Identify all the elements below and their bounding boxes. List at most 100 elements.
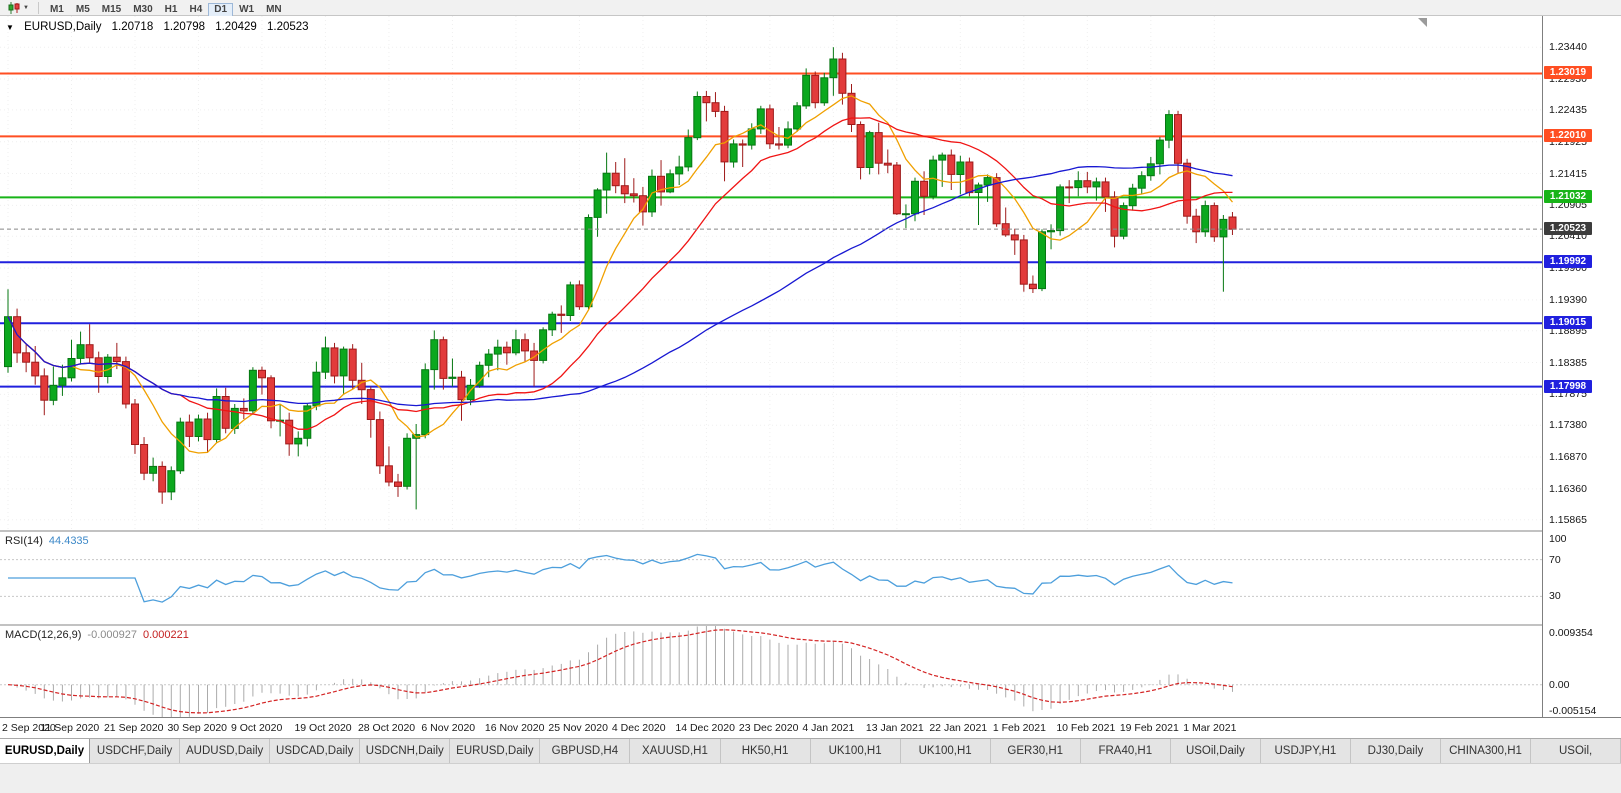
- time-axis-label: 2 Sep 2020: [2, 722, 56, 734]
- timeframe-button-w1[interactable]: W1: [233, 3, 260, 17]
- rsi-name: RSI(14): [5, 535, 43, 547]
- price-badge: 1.19015: [1544, 316, 1592, 330]
- time-axis-label: 19 Feb 2021: [1119, 722, 1179, 734]
- toolbar-separator: [37, 1, 39, 14]
- price-badge: 1.21032: [1544, 190, 1592, 204]
- time-axis-label: 11 Sep 2020: [40, 722, 100, 734]
- chart-tab-china300-h1[interactable]: CHINA300,H1: [1441, 739, 1532, 763]
- timeframe-button-h4[interactable]: H4: [183, 3, 208, 17]
- candlestick-chart-icon: [8, 1, 20, 14]
- timeframe-toolbar: ▼ M1 M5 M15 M30 H1 H4 D1 W1 MN: [0, 0, 1621, 17]
- price-badge: 1.22010: [1544, 129, 1592, 143]
- price-badge: 1.19992: [1544, 255, 1592, 269]
- panel-divider-macd[interactable]: [0, 624, 1621, 626]
- ma-line-55: [7, 164, 1233, 407]
- macd-signal-value: 0.000221: [142, 629, 189, 641]
- timeframe-button-mn[interactable]: MN: [260, 3, 288, 17]
- price-axis-label: 1.15865: [1549, 513, 1587, 526]
- time-axis-label: 10 Feb 2021: [1056, 722, 1116, 734]
- grid-layer: [0, 16, 1542, 530]
- time-axis-label: 6 Nov 2020: [421, 722, 476, 734]
- macd-axis-label: 0.00: [1549, 678, 1570, 691]
- chart-tab-usdcad-daily[interactable]: USDCAD,Daily: [270, 739, 361, 763]
- time-axis-label: 30 Sep 2020: [167, 722, 228, 734]
- chart-tab-usdjpy-h1[interactable]: USDJPY,H1: [1260, 739, 1351, 763]
- chart-tab-usdcnh-daily[interactable]: USDCNH,Daily: [360, 739, 451, 763]
- time-axis-label: 4 Dec 2020: [611, 722, 666, 734]
- chart-tab-usdchf-daily[interactable]: USDCHF,Daily: [90, 739, 181, 763]
- time-axis-label: 9 Oct 2020: [230, 722, 283, 734]
- one-click-trading-toggle[interactable]: ▼: [6, 23, 14, 32]
- panel-divider-rsi[interactable]: [0, 530, 1621, 532]
- chart-tab-usoil-daily[interactable]: USOil,Daily: [1170, 739, 1261, 763]
- time-axis-label: 1 Feb 2021: [992, 722, 1046, 734]
- chevron-down-icon: ▼: [23, 4, 29, 11]
- rsi-indicator-label: RSI(14) 44.4335: [5, 535, 95, 547]
- current-price-badge: 1.20523: [1544, 222, 1592, 236]
- chart-tab-fra40-h1[interactable]: FRA40,H1: [1080, 739, 1171, 763]
- time-axis-label: 25 Nov 2020: [548, 722, 608, 734]
- time-axis-label: 19 Oct 2020: [294, 722, 352, 734]
- timeframe-button-m30[interactable]: M30: [127, 3, 158, 17]
- time-axis-label: 14 Dec 2020: [675, 722, 735, 734]
- time-axis-label: 22 Jan 2021: [929, 722, 988, 734]
- ma-line-8: [7, 95, 1234, 454]
- rsi-axis-label: 70: [1549, 553, 1561, 566]
- candlestick-plot[interactable]: [0, 16, 1542, 530]
- chart-tab-ger30-h1[interactable]: GER30,H1: [990, 739, 1081, 763]
- timeframe-buttons: M1 M5 M15 M30 H1 H4 D1 W1 MN: [44, 0, 288, 17]
- price-badge: 1.23019: [1544, 66, 1592, 80]
- candles-layer: [4, 47, 1237, 510]
- price-axis-label: 1.19390: [1549, 293, 1587, 306]
- macd-main-value: -0.000927: [87, 629, 137, 641]
- chart-tab-dj30-daily[interactable]: DJ30,Daily: [1350, 739, 1441, 763]
- macd-axis-label: -0.005154: [1549, 705, 1597, 717]
- rsi-plot[interactable]: [0, 532, 1542, 624]
- chart-tab-uk100-h1[interactable]: UK100,H1: [810, 739, 901, 763]
- rsi-line: [8, 553, 1233, 603]
- time-axis-label: 1 Mar 2021: [1183, 722, 1237, 734]
- price-axis-label: 1.23440: [1549, 41, 1587, 54]
- chart-tab-eurusd-daily[interactable]: EURUSD,Daily: [0, 739, 91, 763]
- time-axis[interactable]: 2 Sep 2020 11 Sep 2020 21 Sep 2020 30 Sep 2…: [0, 717, 1621, 738]
- chart-tab-usoil[interactable]: USOil,: [1531, 739, 1621, 763]
- chart-tab-gbpusd-h4[interactable]: GBPUSD,H4: [540, 739, 631, 763]
- timeframe-button-m15[interactable]: M15: [96, 3, 127, 17]
- macd-histogram: [16, 626, 1233, 717]
- macd-axis-label: 0.009354: [1549, 627, 1593, 639]
- price-axis-label: 1.18385: [1549, 356, 1587, 369]
- rsi-axis-label: 100: [1549, 533, 1567, 545]
- macd-signal-line: [7, 629, 1233, 714]
- ohlc-high: 1.20798: [163, 21, 206, 33]
- ohlc-low: 1.20429: [215, 21, 257, 33]
- chart-window: ▼ EURUSD,Daily 1.20718 1.20798 1.20429 1…: [0, 16, 1621, 738]
- chart-tab-eurusd-daily[interactable]: EURUSD,Daily: [450, 739, 541, 763]
- time-axis-label: 4 Jan 2021: [802, 722, 855, 734]
- horizontal-lines-layer: [0, 72, 1542, 388]
- chart-type-button[interactable]: ▼: [3, 1, 33, 15]
- timeframe-button-d1[interactable]: D1: [208, 2, 234, 17]
- rsi-axis-label: 30: [1549, 590, 1561, 603]
- chart-tab-uk100-h1[interactable]: UK100,H1: [900, 739, 991, 763]
- chart-tab-bar: EURUSD,Daily USDCHF,Daily AUDUSD,Daily USDC…: [0, 738, 1621, 763]
- price-axis-label: 1.17380: [1549, 419, 1587, 432]
- time-axis-label: 13 Jan 2021: [865, 722, 924, 734]
- price-axis-label: 1.21415: [1549, 167, 1587, 180]
- rsi-value: 44.4335: [48, 535, 89, 547]
- chart-tab-xauusd-h1[interactable]: XAUUSD,H1: [630, 739, 721, 763]
- time-axis-label: 23 Dec 2020: [738, 722, 799, 734]
- price-axis[interactable]: 1.234401.229301.224351.219251.214151.209…: [1542, 16, 1621, 717]
- chart-shift-marker[interactable]: [1418, 18, 1427, 27]
- chart-tab-audusd-daily[interactable]: AUDUSD,Daily: [180, 739, 271, 763]
- timeframe-button-h1[interactable]: H1: [159, 3, 184, 17]
- timeframe-button-m5[interactable]: M5: [70, 3, 96, 17]
- macd-indicator-label: MACD(12,26,9) -0.000927 0.000221: [5, 629, 195, 641]
- ohlc-close: 1.20523: [267, 21, 309, 33]
- time-axis-label: 16 Nov 2020: [484, 722, 545, 734]
- price-badge: 1.17998: [1544, 379, 1592, 393]
- chart-symbol-timeframe: EURUSD,Daily: [24, 21, 102, 33]
- timeframe-button-m1[interactable]: M1: [44, 3, 70, 17]
- chart-tab-hk50-h1[interactable]: HK50,H1: [720, 739, 811, 763]
- macd-plot[interactable]: [0, 626, 1542, 717]
- time-axis-label: 21 Sep 2020: [103, 722, 164, 734]
